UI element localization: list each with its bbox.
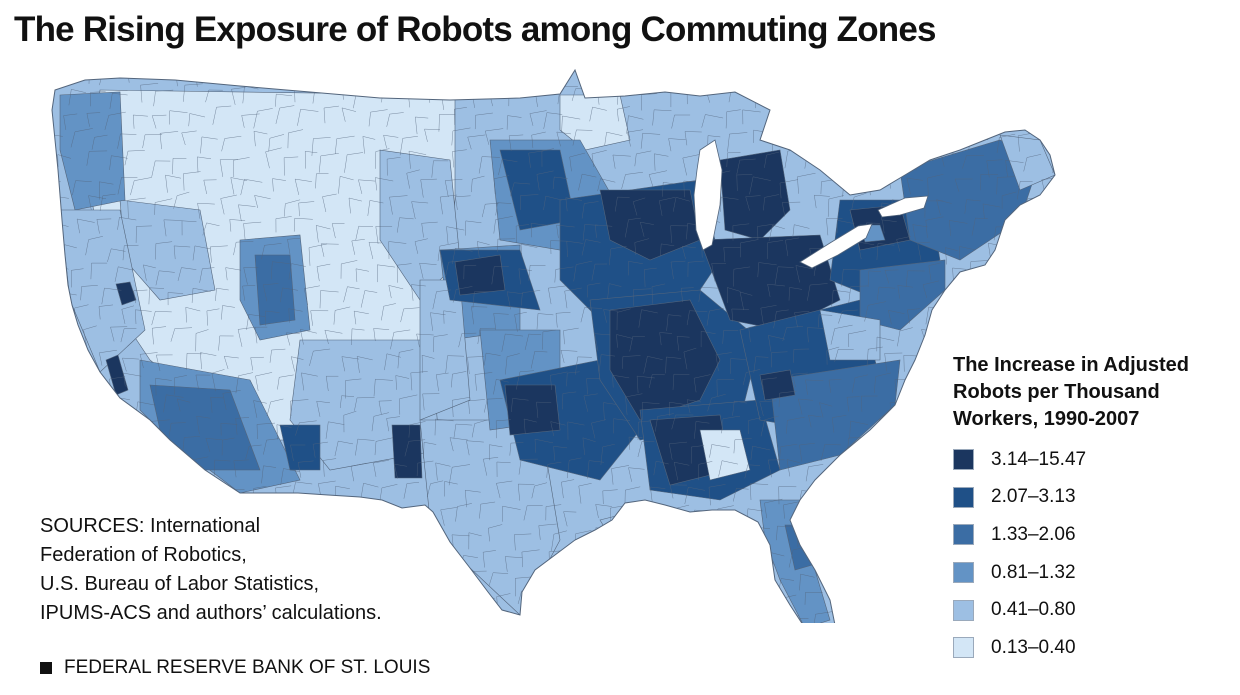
commuting-zone-region [609, 299, 721, 421]
legend-swatch [953, 486, 974, 508]
commuting-zone-region [254, 254, 296, 326]
credit-line: FEDERAL RESERVE BANK OF ST. LOUIS [40, 657, 430, 679]
legend-label: 0.13–0.40 [991, 636, 1076, 658]
sources-line: U.S. Bureau of Labor Statistics, [40, 573, 320, 595]
commuting-zone-region [859, 259, 946, 331]
legend-title-line: The Increase in Adjusted [953, 354, 1189, 376]
legend-swatch [953, 637, 974, 659]
lake-michigan [693, 139, 723, 251]
sources-note: SOURCES: International Federation of Rob… [40, 512, 460, 628]
commuting-zone-region [999, 134, 1055, 191]
legend-swatch [953, 599, 974, 621]
square-bullet-icon [40, 662, 52, 674]
legend-title: The Increase in Adjusted Robots per Thou… [953, 352, 1233, 433]
legend-label: 2.07–3.13 [991, 486, 1076, 508]
us-commuting-zone-map [51, 68, 1056, 623]
commuting-zone-region [769, 359, 901, 471]
legend-swatch [953, 449, 974, 471]
commuting-zone-region [699, 429, 751, 481]
legend-item: 1.33–2.06 [953, 516, 1233, 554]
commuting-zone-region [149, 384, 261, 471]
commuting-zone-region [504, 384, 561, 436]
legend-label: 0.41–0.80 [991, 599, 1076, 621]
lake-erie [799, 223, 873, 269]
commuting-zone-region [391, 424, 423, 479]
commuting-zone-region [454, 254, 506, 296]
sources-line: Federation of Robotics, [40, 544, 247, 566]
chart-title: The Rising Exposure of Robots among Comm… [14, 10, 937, 49]
lake-ontario [877, 195, 929, 218]
legend-item: 0.41–0.80 [953, 591, 1233, 629]
credit-text: FEDERAL RESERVE BANK OF ST. LOUIS [64, 657, 431, 678]
commuting-zone-region [279, 424, 321, 471]
legend-swatch [953, 562, 974, 584]
sources-line: SOURCES: International [40, 515, 261, 537]
legend-label: 3.14–15.47 [991, 448, 1087, 470]
commuting-zone-region [819, 309, 881, 361]
legend-label: 0.81–1.32 [991, 561, 1076, 583]
legend-label: 1.33–2.06 [991, 523, 1076, 545]
commuting-zone-region [599, 189, 701, 261]
legend-item: 0.13–0.40 [953, 629, 1233, 667]
commuting-zone-region [115, 281, 137, 306]
sources-line: IPUMS-ACS and authors’ calculations. [40, 602, 382, 624]
commuting-zones [52, 70, 1055, 623]
legend-item: 2.07–3.13 [953, 479, 1233, 517]
commuting-zone-region [759, 369, 796, 401]
us-border [51, 68, 1056, 623]
commuting-zone-region [105, 354, 129, 396]
legend-item: 3.14–15.47 [953, 441, 1233, 479]
legend: The Increase in Adjusted Robots per Thou… [953, 352, 1233, 667]
commuting-zone-region [719, 149, 791, 241]
legend-item: 0.81–1.32 [953, 554, 1233, 592]
legend-swatch [953, 524, 974, 546]
legend-title-line: Robots per Thousand [953, 381, 1160, 403]
legend-title-line: Workers, 1990-2007 [953, 408, 1140, 430]
